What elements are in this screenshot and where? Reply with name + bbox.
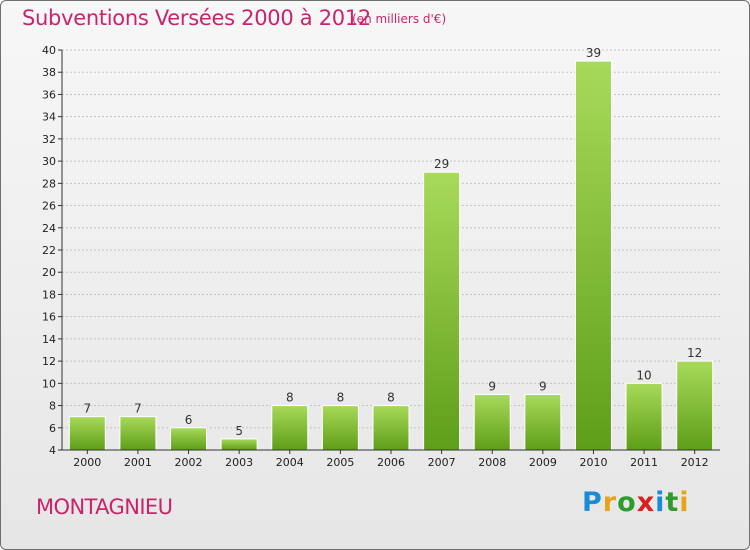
y-tick-label: 36: [42, 88, 56, 101]
y-tick-label: 28: [42, 177, 56, 190]
bar-value-label: 7: [83, 402, 91, 416]
axes: 4 6 8 10 12 14 16 18 20 22 24 26 28 30 32 34 36 38 40 2000 2…: [42, 44, 720, 469]
logo-letter: i: [679, 487, 690, 518]
chart-title: Subventions Versées 2000 à 2012: [22, 6, 371, 30]
bar-2008[interactable]: [473, 393, 511, 451]
bar-2011[interactable]: [625, 382, 663, 451]
bar-value-label: 9: [488, 379, 496, 393]
y-tick-label: 8: [49, 400, 56, 413]
y-tick-label: 24: [42, 222, 56, 235]
x-tick-label: 2001: [124, 456, 152, 469]
bar-value-label: 10: [636, 368, 651, 382]
proxiti-logo[interactable]: Proxiti: [582, 487, 690, 518]
y-tick-label: 38: [42, 66, 56, 79]
x-tick-label: 2002: [175, 456, 203, 469]
x-tick-label: 2012: [681, 456, 709, 469]
y-tick-label: 6: [49, 422, 56, 435]
bars: 7 7 6 5 8 8 8 29 9 9 39 10 12: [68, 46, 714, 451]
bar-2012[interactable]: [676, 360, 714, 451]
commune-name: MONTAGNIEU: [36, 495, 173, 519]
bar-value-label: 8: [387, 391, 395, 405]
y-tick-label: 30: [42, 155, 56, 168]
x-tick-label: 2008: [478, 456, 506, 469]
y-tick-label: 12: [42, 355, 56, 368]
bar-2009[interactable]: [524, 393, 562, 451]
x-tick-label: 2006: [377, 456, 405, 469]
y-tick-label: 14: [42, 333, 56, 346]
bar-value-label: 8: [337, 391, 345, 405]
logo-letter: o: [617, 487, 637, 518]
y-tick-label: 18: [42, 288, 56, 301]
bar-2010[interactable]: [574, 60, 612, 451]
bar-value-label: 39: [586, 46, 601, 60]
bar-2004[interactable]: [271, 405, 309, 451]
bar-2001[interactable]: [119, 416, 157, 451]
bar-value-label: 29: [434, 157, 449, 171]
y-tick-label: 22: [42, 244, 56, 257]
bar-2005[interactable]: [321, 405, 359, 451]
bar-value-label: 6: [185, 413, 193, 427]
x-tick-label: 2007: [428, 456, 456, 469]
x-tick-label: 2010: [579, 456, 607, 469]
logo-letter: t: [665, 487, 680, 518]
y-tick-label: 4: [49, 444, 56, 457]
y-tick-label: 26: [42, 200, 56, 213]
y-tick-label: 34: [42, 111, 56, 124]
x-tick-label: 2003: [225, 456, 253, 469]
bar-value-label: 8: [286, 391, 294, 405]
bar-2003[interactable]: [220, 438, 258, 451]
bar-2006[interactable]: [372, 405, 410, 451]
y-tick-label: 32: [42, 133, 56, 146]
bar-2002[interactable]: [170, 427, 208, 451]
chart-unit: (en milliers d'€): [352, 12, 447, 26]
x-tick-label: 2009: [529, 456, 557, 469]
y-tick-label: 20: [42, 266, 56, 279]
x-tick-label: 2005: [326, 456, 354, 469]
logo-letter: P: [582, 487, 603, 518]
logo-letter: r: [602, 487, 618, 518]
x-tick-label: 2000: [73, 456, 101, 469]
logo-letter: i: [655, 487, 666, 518]
bar-2007[interactable]: [423, 171, 461, 451]
bar-value-label: 7: [134, 402, 142, 416]
bar-2000[interactable]: [68, 416, 106, 451]
x-tick-label: 2011: [630, 456, 658, 469]
logo-letter: x: [636, 487, 656, 518]
bar-value-label: 12: [687, 346, 702, 360]
y-tick-label: 10: [42, 377, 56, 390]
bar-value-label: 9: [539, 379, 547, 393]
x-tick-label: 2004: [276, 456, 304, 469]
y-tick-label: 16: [42, 311, 56, 324]
bar-value-label: 5: [235, 424, 243, 438]
y-tick-label: 40: [42, 44, 56, 57]
